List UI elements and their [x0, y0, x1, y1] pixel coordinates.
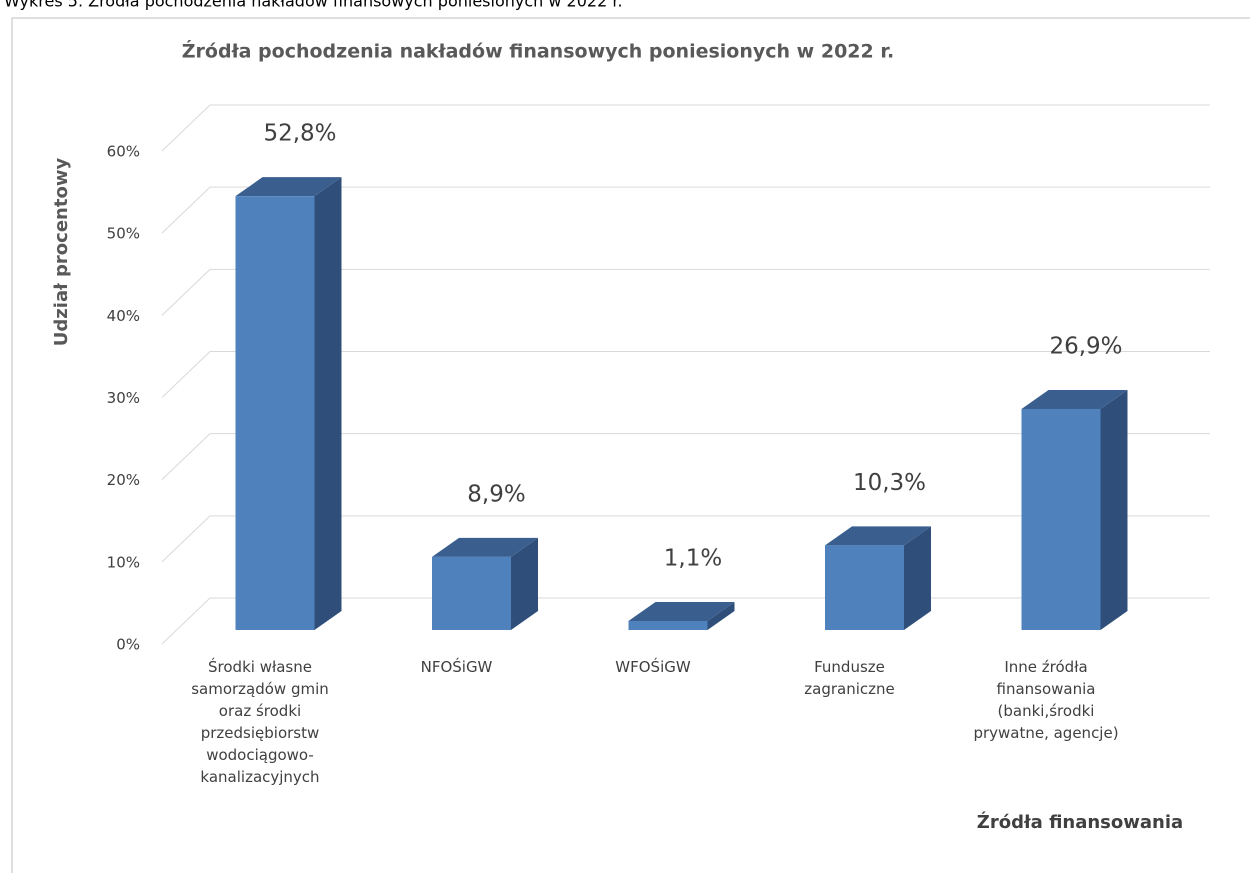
y-axis-title: Udział procentowy: [51, 158, 72, 347]
grid-line: [161, 104, 211, 152]
bar: [432, 556, 511, 630]
x-tick-label: Środki własne samorządów gmin oraz środk…: [191, 658, 329, 786]
x-tick-label: Inne źródła finansowania (banki,środki p…: [973, 658, 1119, 742]
bar-side: [314, 177, 342, 630]
value-label: 52,8%: [263, 121, 336, 147]
grid-line: [161, 268, 211, 316]
bar-top: [432, 537, 538, 557]
bar: [825, 545, 904, 630]
chart-title: Źródła pochodzenia nakładów finansowych …: [182, 40, 894, 63]
x-tick-label: NFOŚiGW: [420, 658, 493, 676]
value-label: 8,9%: [467, 481, 525, 507]
y-tick-label: 20%: [107, 471, 140, 489]
y-tick-label: 30%: [107, 389, 140, 407]
x-tick-label: WFOŚiGW: [615, 658, 691, 676]
x-axis-title: Źródła finansowania: [977, 811, 1183, 833]
bar: [235, 196, 315, 630]
value-label: 26,9%: [1049, 333, 1122, 359]
caption: Wykres 5. Źródła pochodzenia nakładów fi…: [4, 0, 623, 11]
bar-side: [1100, 389, 1128, 630]
bar-top: [825, 526, 931, 546]
bar-top: [235, 177, 342, 197]
y-tick-label: 60%: [107, 143, 140, 161]
y-tick-label: 0%: [116, 636, 140, 654]
grid-line: [161, 597, 211, 645]
bar: [628, 620, 708, 630]
y-tick-label: 40%: [107, 307, 140, 325]
bar-side: [511, 537, 538, 630]
value-label: 10,3%: [853, 470, 926, 496]
bar-side: [707, 601, 735, 630]
grid-line: [161, 351, 211, 398]
bar: [1021, 408, 1101, 630]
x-tick-label: Fundusze zagraniczne: [804, 658, 895, 698]
chart-border: [11, 17, 1250, 873]
value-label: 1,1%: [664, 545, 722, 571]
grid-line: [161, 186, 211, 234]
grid-line: [161, 515, 211, 563]
bar-top: [1021, 389, 1128, 409]
bar-side: [904, 526, 931, 630]
grid-line: [161, 433, 211, 481]
y-tick-label: 50%: [107, 225, 140, 243]
bar-top: [628, 601, 735, 621]
y-tick-label: 10%: [107, 553, 140, 571]
